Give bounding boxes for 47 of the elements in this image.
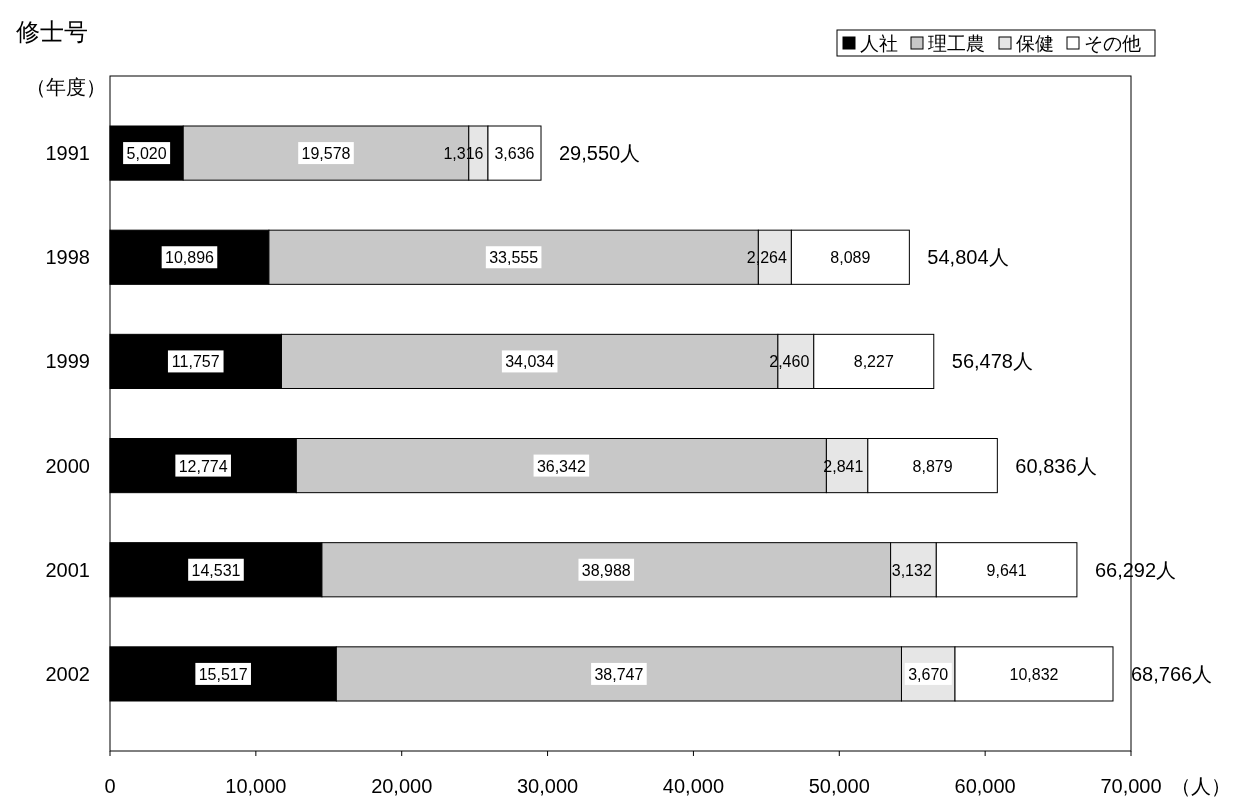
y-tick-label: 2002 [45, 662, 90, 685]
data-label: 8,879 [912, 457, 953, 475]
data-label: 10,832 [1009, 665, 1059, 683]
data-label: 8,089 [830, 249, 871, 267]
legend-label: 人社 [860, 33, 898, 54]
legend-label: 理工農 [928, 33, 985, 54]
total-label: 66,292人 [1094, 558, 1177, 581]
data-label: 33,555 [489, 249, 539, 267]
data-label: 12,774 [178, 457, 228, 475]
y-tick-label: 2000 [45, 454, 90, 477]
data-label: 34,034 [505, 353, 555, 371]
data-label: 38,988 [581, 561, 631, 579]
total-label: 54,804人 [927, 246, 1009, 269]
data-label: 19,578 [301, 145, 351, 163]
legend-label: その他 [1084, 33, 1141, 54]
x-axis-title: （人） [1171, 775, 1231, 797]
x-tick-label: 60,000 [954, 775, 1016, 797]
data-label: 15,517 [198, 665, 248, 683]
data-label: 14,531 [191, 561, 241, 579]
data-label: 38,747 [594, 665, 644, 683]
data-label: 11,757 [171, 353, 220, 371]
data-label: 3,670 [908, 665, 949, 683]
data-label: 3,132 [891, 561, 932, 579]
y-tick-label: 1999 [45, 350, 90, 373]
data-label: 10,896 [164, 249, 215, 267]
y-tick-label: 1998 [45, 246, 90, 269]
chart-title: 修士号 [16, 18, 88, 45]
y-axis-title: （年度） [26, 76, 106, 98]
data-label: 3,636 [494, 145, 535, 163]
x-tick-label: 20,000 [371, 775, 433, 797]
total-label: 29,550人 [559, 142, 641, 165]
data-label: 5,020 [126, 145, 167, 163]
x-tick-label: 70,000 [1100, 775, 1162, 797]
x-tick-label: 40,000 [662, 775, 725, 797]
y-tick-label: 1991 [45, 142, 90, 165]
x-tick-label: 0 [104, 775, 116, 797]
data-label: 8,227 [853, 353, 894, 371]
x-tick-label: 50,000 [808, 775, 870, 797]
data-label: 36,342 [536, 457, 586, 475]
total-label: 56,478人 [951, 350, 1033, 373]
total-label: 68,766人 [1131, 662, 1213, 685]
legend-label: 保健 [1016, 33, 1054, 54]
data-label: 9,641 [986, 561, 1027, 579]
x-tick-label: 30,000 [516, 775, 579, 797]
x-tick-label: 10,000 [225, 775, 287, 797]
y-tick-label: 2001 [45, 558, 90, 581]
total-label: 60,836人 [1015, 454, 1097, 477]
